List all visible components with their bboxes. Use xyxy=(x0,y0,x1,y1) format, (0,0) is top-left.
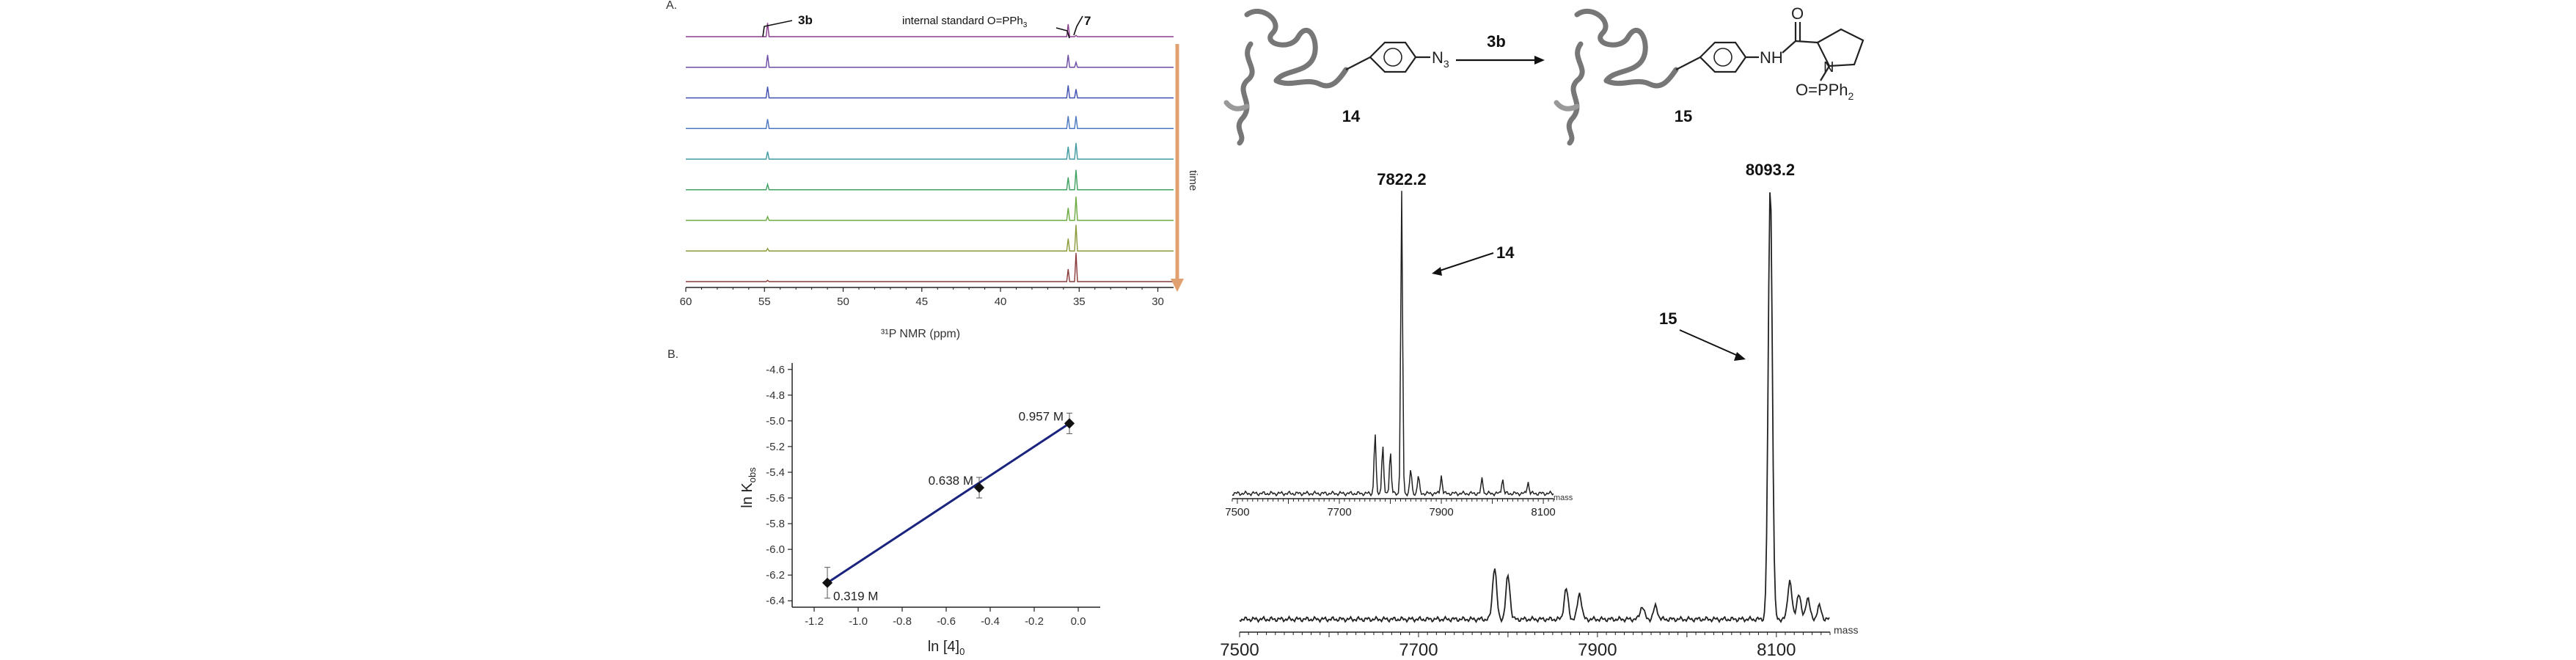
kinetics-x-tick-label: -0.4 xyxy=(981,615,1000,628)
ms-main-peak-label: 8093.2 xyxy=(1746,161,1795,179)
ms-inset-x-axis-label: mass xyxy=(1554,494,1573,502)
phenyl-amide-15 xyxy=(1675,22,1865,81)
nmr-trace xyxy=(686,169,1174,191)
kinetics-fit-line xyxy=(827,422,1070,584)
panel-b-kinetics: B. -4.6-4.8-5.0-5.2-5.4-5.6-5.8-6.0-6.2-… xyxy=(667,348,1100,657)
ms-inset-trace xyxy=(1232,191,1554,497)
kinetics-y-tick-label: -5.4 xyxy=(766,466,785,479)
ms-x-tick-label: 7700 xyxy=(1399,640,1438,660)
reaction-arrow-head xyxy=(1534,56,1545,65)
nmr-trace xyxy=(686,85,1174,99)
azide-group-label: N3 xyxy=(1432,48,1449,70)
ms-x-tick-label: 8100 xyxy=(1757,640,1796,660)
amide-nh-label: NH xyxy=(1760,48,1783,67)
kinetics-x-tick-label: -1.2 xyxy=(805,615,824,628)
kinetics-y-tick-label: -5.8 xyxy=(766,518,785,530)
nmr-x-tick-label: 50 xyxy=(837,296,849,308)
ms-inset-x-axis: 7500 7700 7900 8100 xyxy=(1225,498,1556,518)
nmr-traces xyxy=(686,23,1174,282)
nmr-x-axis: 60 55 50 45 40 35 30 xyxy=(680,287,1174,308)
ms-main-spectrum: 7500 7700 7900 8100 8093.2 mass 15 xyxy=(1220,161,1858,660)
panel-b-label: B. xyxy=(667,348,678,361)
nmr-standard-label: internal standard O=PPh3 xyxy=(902,15,1028,29)
protein-ribbon-14 xyxy=(1223,8,1349,146)
reaction-scheme: N3 14 3b NH O N O=PPh2 15 xyxy=(1223,4,1865,146)
nmr-3b-pointer xyxy=(762,20,793,37)
kinetics-y-tick-label: -5.2 xyxy=(766,441,785,453)
kinetics-y-tick-label: -6.2 xyxy=(766,569,785,582)
kinetics-x-axis-label: ln [4]0 xyxy=(928,639,965,657)
kinetics-x-tick-label: -0.8 xyxy=(893,615,912,628)
kinetics-x-tick-label: -1.0 xyxy=(849,615,868,628)
ms-main-x-axis: 7500 7700 7900 8100 xyxy=(1220,631,1831,660)
phenyl-azide-14 xyxy=(1345,41,1430,73)
phosphinyl-label: O=PPh2 xyxy=(1796,81,1854,102)
kinetics-x-tick-label: -0.2 xyxy=(1025,615,1044,628)
ms-main-pointer xyxy=(1679,329,1743,359)
kinetics-y-tick-label: -6.4 xyxy=(766,595,785,607)
nmr-peak-label-7: 7 xyxy=(1084,14,1091,28)
ms-x-tick-label: 7900 xyxy=(1578,640,1617,660)
kinetics-y-tick-label: -5.0 xyxy=(766,415,785,428)
nmr-x-tick-label: 55 xyxy=(758,296,771,308)
nmr-7-pointer xyxy=(1073,15,1083,36)
nmr-trace xyxy=(686,142,1174,160)
panel-a-label: A. xyxy=(666,0,677,12)
kinetics-x-tick-label: -0.6 xyxy=(937,615,956,628)
nmr-trace xyxy=(686,197,1174,221)
ms-main-pointer-head xyxy=(1734,352,1746,361)
kinetics-data-point xyxy=(822,577,833,588)
ring-n-label: N xyxy=(1823,59,1834,76)
nmr-trace xyxy=(686,116,1174,129)
ms-inset-pointer xyxy=(1437,252,1494,272)
nmr-peak-label-3b: 3b xyxy=(798,13,813,27)
kinetics-y-tick-label: -6.0 xyxy=(766,543,785,556)
nmr-standard-pointer xyxy=(1055,27,1070,39)
nmr-x-tick-label: 45 xyxy=(915,296,928,308)
nmr-trace xyxy=(686,252,1174,282)
nmr-x-axis-label: ³¹P NMR (ppm) xyxy=(881,328,960,340)
nmr-x-tick-label: 30 xyxy=(1152,296,1164,308)
reagent-label: 3b xyxy=(1487,32,1506,51)
kinetics-data-point xyxy=(973,482,985,494)
kinetics-y-tick-label: -4.8 xyxy=(766,389,785,402)
ms-x-tick-label: 7500 xyxy=(1220,640,1259,660)
ms-inset-spectrum: 7500 7700 7900 8100 7822.2 mass 14 xyxy=(1225,170,1573,518)
time-label: time xyxy=(1187,170,1199,191)
ms-x-tick-label: 7700 xyxy=(1327,506,1351,518)
ms-inset-compound-label: 14 xyxy=(1496,243,1515,262)
nmr-x-tick-label: 60 xyxy=(680,296,692,308)
nmr-trace xyxy=(686,224,1174,252)
ms-x-tick-label: 7500 xyxy=(1225,506,1249,518)
nmr-trace xyxy=(686,23,1174,37)
ms-main-compound-label: 15 xyxy=(1659,309,1677,328)
kinetics-y-tick-label: -4.6 xyxy=(766,364,785,376)
compound-15-label: 15 xyxy=(1675,107,1692,125)
time-arrow-head xyxy=(1171,279,1184,292)
nmr-x-tick-label: 35 xyxy=(1073,296,1086,308)
compound-14-label: 14 xyxy=(1342,107,1361,125)
kinetics-y-tick-label: -5.6 xyxy=(766,492,785,505)
kinetics-data-point xyxy=(1064,418,1075,429)
nmr-x-tick-label: 40 xyxy=(995,296,1007,308)
kinetics-y-axis-label: ln Kobs xyxy=(739,467,758,508)
protein-ribbon-15 xyxy=(1554,8,1679,146)
nmr-trace xyxy=(686,54,1174,68)
ms-main-trace xyxy=(1239,192,1830,623)
kinetics-x-tick-label: 0.0 xyxy=(1071,615,1086,628)
kinetics-point-label: 0.638 M xyxy=(929,474,973,488)
panel-a-nmr-stack: A. 60 55 50 45 40 35 30 ³¹P NMR (ppm) 3b inter… xyxy=(666,0,1199,340)
kinetics-point-label: 0.319 M xyxy=(833,590,878,604)
ms-x-tick-label: 8100 xyxy=(1531,506,1555,518)
ms-main-x-axis-label: mass xyxy=(1834,624,1858,636)
kinetics-plot: -4.6 -4.8 -5.0 -5.2 -5.4 -5.6 -5.8 -6.0 -6.2 -6.4… xyxy=(766,363,1100,628)
ms-x-tick-label: 7900 xyxy=(1429,506,1453,518)
kinetics-point-label: 0.957 M xyxy=(1019,409,1064,423)
amide-o-label: O xyxy=(1791,4,1804,23)
ms-inset-peak-label: 7822.2 xyxy=(1377,170,1426,188)
ms-inset-pointer-head xyxy=(1432,267,1442,276)
